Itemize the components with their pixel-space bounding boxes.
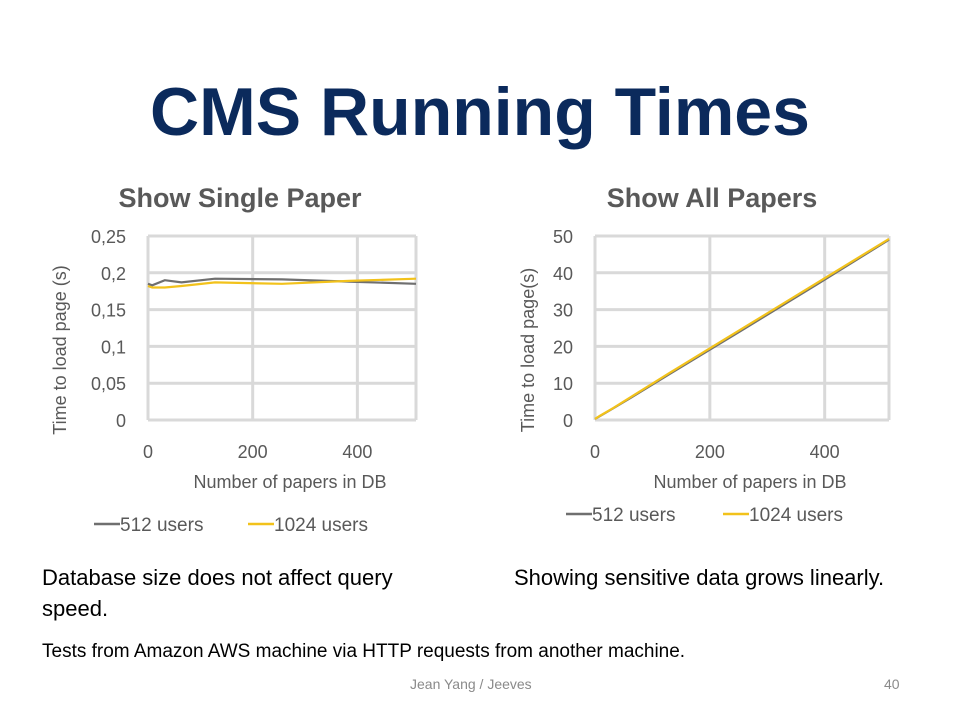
y-tick-label: 50 xyxy=(553,227,573,247)
y-tick-label: 20 xyxy=(553,337,573,357)
y-axis-label: Time to load page (s) xyxy=(50,265,70,434)
y-tick-label: 0 xyxy=(116,411,126,431)
x-tick-label: 200 xyxy=(238,442,268,462)
legend-label: 512 users xyxy=(592,505,675,526)
x-tick-label: 200 xyxy=(695,442,725,462)
chart-show-single-paper: Show Single Paper 0 0,05 0,1 0,15 0,2 0,25 0 200… xyxy=(50,183,418,536)
y-tick-label: 30 xyxy=(553,301,573,321)
caption-right: Showing sensitive data grows linearly. xyxy=(514,565,885,590)
y-tick-label: 0 xyxy=(563,411,573,431)
legend-label: 512 users xyxy=(120,515,203,536)
y-tick-label: 0,2 xyxy=(101,264,126,284)
series-line-1024-users xyxy=(147,277,417,289)
y-tick-label: 40 xyxy=(553,264,573,284)
x-tick-label: 0 xyxy=(590,442,600,462)
y-tick-label: 0,15 xyxy=(91,301,126,321)
x-tick-label: 0 xyxy=(143,442,153,462)
footer-author: Jean Yang / Jeeves xyxy=(410,676,532,692)
legend-label: 1024 users xyxy=(749,505,843,526)
chart-show-all-papers: Show All Papers 0 10 20 30 40 50 0 200 400 Number … xyxy=(518,183,891,526)
slide-title: CMS Running Times xyxy=(150,74,810,150)
x-tick-label: 400 xyxy=(342,442,372,462)
x-axis-label: Number of papers in DB xyxy=(193,472,386,492)
series-line-1024-users xyxy=(594,237,890,420)
x-axis-label: Number of papers in DB xyxy=(653,472,846,492)
caption-left: Database size does not affect query spee… xyxy=(42,565,393,621)
chart-title: Show All Papers xyxy=(607,183,818,213)
y-tick-label: 10 xyxy=(553,374,573,394)
footer-page-number: 40 xyxy=(884,676,900,692)
chart-title: Show Single Paper xyxy=(118,183,362,213)
y-axis-label: Time to load page(s) xyxy=(518,268,538,432)
y-tick-label: 0,05 xyxy=(91,374,126,394)
x-tick-label: 400 xyxy=(810,442,840,462)
y-tick-label: 0,25 xyxy=(91,227,126,247)
legend-label: 1024 users xyxy=(274,515,368,536)
footnote-note: Tests from Amazon AWS machine via HTTP r… xyxy=(42,641,686,662)
y-tick-label: 0,1 xyxy=(101,337,126,357)
